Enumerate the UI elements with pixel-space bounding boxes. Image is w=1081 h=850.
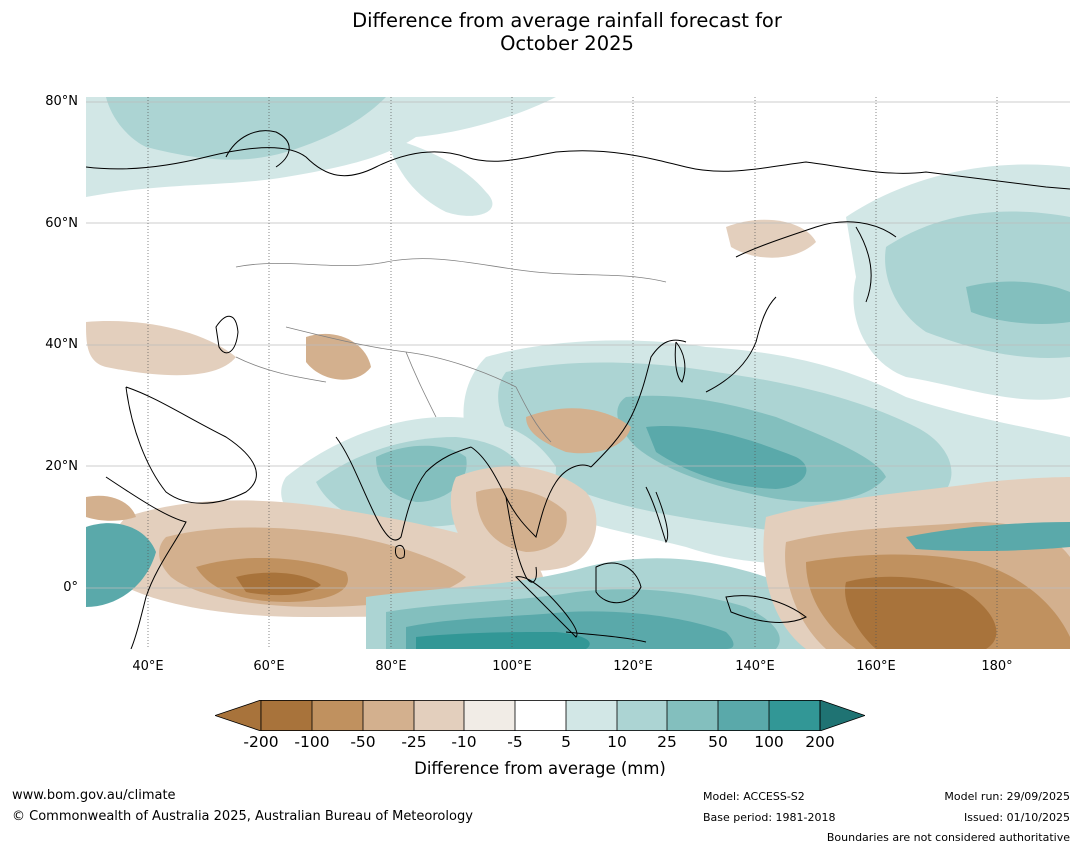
borneo	[595, 562, 642, 604]
new-guinea	[725, 595, 807, 623]
lon-label-180: 180°	[981, 659, 1013, 674]
anomaly-fields	[86, 97, 1070, 649]
colorbar-tick-100: 100	[754, 733, 784, 751]
east-africa-wet	[86, 523, 156, 607]
lat-label-80n: 80°N	[45, 94, 78, 109]
central-asia-dry	[86, 321, 236, 376]
colorbar-bin-wet-10	[566, 700, 617, 731]
colorbar-bin-wet-200	[769, 700, 820, 731]
colorbar-bin-neutral	[515, 700, 566, 731]
scandinavia-coast	[225, 130, 290, 168]
scandinavia-wet	[106, 97, 386, 160]
lon-label-160e: 160°E	[856, 659, 896, 674]
colorbar-tick-minus-100: -100	[294, 733, 330, 751]
meridians	[147, 97, 998, 649]
lat-label-60n: 60°N	[45, 216, 78, 231]
footer-model-run: Model run: 29/09/2025	[944, 790, 1070, 803]
south-china-sea-dry-inner	[476, 488, 567, 552]
west-pacific-wet-core	[646, 426, 807, 489]
philippines	[645, 486, 669, 544]
colorbar	[215, 700, 865, 731]
lon-label-120e: 120°E	[613, 659, 653, 674]
colorbar-bin-dry-10	[464, 700, 515, 731]
footer-model: Model: ACCESS-S2	[703, 790, 805, 803]
japan	[705, 296, 777, 393]
siberia-wet	[386, 137, 493, 216]
korea	[674, 341, 686, 383]
colorbar-dry-extreme	[215, 700, 262, 731]
equatorial-pacific-wet	[906, 522, 1070, 552]
lat-label-40n: 40°N	[45, 337, 78, 352]
title-line-1: Difference from average rainfall forecas…	[352, 9, 782, 32]
colorbar-tick-minus-5: -5	[507, 733, 523, 751]
arabian-peninsula	[125, 386, 257, 504]
map-canvas	[86, 97, 1070, 649]
java	[565, 631, 647, 643]
caspian-sea	[215, 315, 239, 354]
malay-peninsula	[505, 496, 537, 583]
colorbar-bin-dry-25	[414, 700, 464, 731]
north-pacific-core	[966, 281, 1070, 324]
footer-boundaries-note: Boundaries are not considered authoritat…	[826, 831, 1070, 844]
colorbar-bin-dry-50	[363, 700, 414, 731]
iran-dry	[306, 333, 371, 380]
lat-label-0: 0°	[63, 580, 78, 595]
colorbar-tick-5: 5	[561, 733, 571, 751]
india-coast	[335, 436, 472, 541]
lon-label-60e: 60°E	[253, 659, 285, 674]
arctic-coast	[86, 147, 1070, 190]
colorbar-bin-dry-100	[312, 700, 363, 731]
colorbar-tick-minus-200: -200	[243, 733, 279, 751]
footer-base-period: Base period: 1981-2018	[703, 811, 836, 824]
colorbar-tick-10: 10	[607, 733, 627, 751]
rainfall-anomaly-map	[86, 97, 1070, 649]
footer-issued: Issued: 01/10/2025	[963, 811, 1070, 824]
indian-ocean-dry-core	[236, 572, 321, 596]
coastlines	[86, 130, 1070, 649]
maritime-wet-core	[416, 632, 590, 649]
colorbar-tick-50: 50	[708, 733, 728, 751]
colorbar-bin-dry-200	[261, 700, 312, 731]
footer-url[interactable]: www.bom.gov.au/climate	[12, 788, 176, 803]
india-wet-inner	[376, 445, 467, 502]
central-pacific-dry-core	[845, 576, 997, 649]
chart-title: Difference from average rainfall forecas…	[0, 9, 1081, 55]
okhotsk-coast	[735, 221, 897, 258]
lon-label-40e: 40°E	[132, 659, 164, 674]
country-borders	[235, 258, 667, 443]
east-africa-dry	[86, 495, 136, 521]
lat-label-20n: 20°N	[45, 459, 78, 474]
colorbar-bin-wet-50	[667, 700, 718, 731]
colorbar-tick-minus-25: -25	[401, 733, 427, 751]
lon-label-100e: 100°E	[492, 659, 532, 674]
china-coast	[590, 339, 687, 468]
lon-label-80e: 80°E	[375, 659, 407, 674]
colorbar-bin-wet-100	[718, 700, 769, 731]
lon-label-140e: 140°E	[735, 659, 775, 674]
colorbar-dividers	[260, 700, 821, 731]
sri-lanka	[395, 544, 405, 559]
footer-copyright: © Commonwealth of Australia 2025, Austra…	[12, 809, 473, 824]
colorbar-tick-25: 25	[657, 733, 677, 751]
colorbar-wet-extreme	[819, 700, 865, 731]
colorbar-tick-minus-10: -10	[451, 733, 477, 751]
title-line-2: October 2025	[500, 32, 634, 55]
graticule	[86, 101, 1070, 589]
colorbar-label: Difference from average (mm)	[414, 759, 666, 778]
indochina-coast	[470, 446, 592, 538]
china-dry	[526, 408, 631, 454]
colorbar-tick-200: 200	[805, 733, 835, 751]
manchuria-dry	[726, 219, 816, 258]
colorbar-tick-minus-50: -50	[350, 733, 376, 751]
kamchatka	[855, 226, 872, 303]
sumatra	[515, 576, 578, 638]
colorbar-bin-wet-25	[617, 700, 667, 731]
africa-east-coast	[105, 476, 187, 649]
